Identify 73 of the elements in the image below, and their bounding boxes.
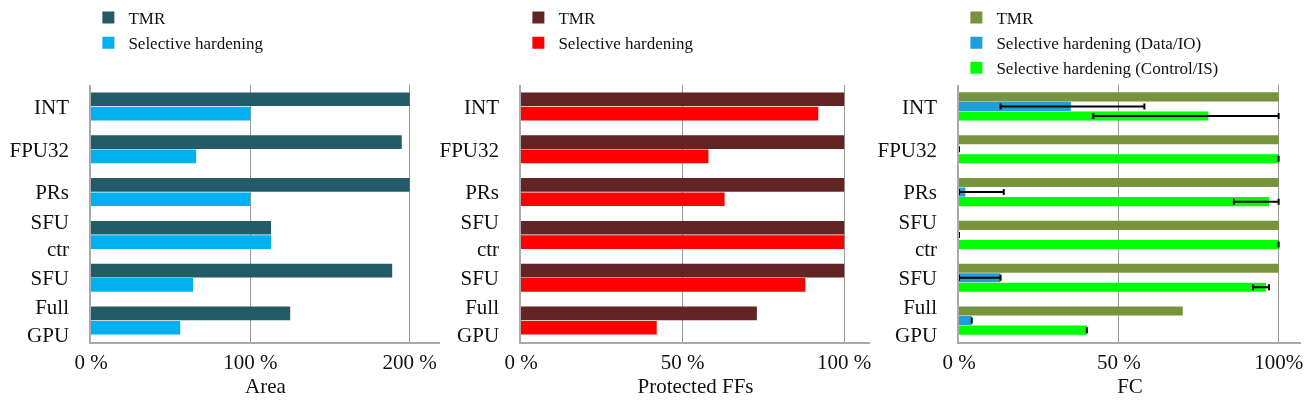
- bar: [521, 220, 845, 235]
- bar: [521, 178, 845, 192]
- bar: [959, 316, 972, 326]
- y-tick-label: FPU32: [439, 137, 500, 162]
- bar: [91, 320, 181, 335]
- y-tick-label: INT: [464, 94, 500, 119]
- x-tick-label: 100%: [1254, 349, 1304, 374]
- bar: [521, 278, 806, 292]
- bar: [959, 263, 1279, 273]
- y-tick-label: Full GPU: [27, 295, 70, 347]
- bar: [91, 149, 197, 164]
- y-tick-label: Full GPU: [895, 295, 938, 347]
- bar: [91, 192, 251, 207]
- bar: [91, 306, 291, 321]
- bar: [91, 278, 193, 292]
- bar: [959, 239, 1279, 250]
- bar: [959, 325, 1087, 335]
- bar: [91, 106, 251, 121]
- y-tick-label: FPU32: [9, 137, 70, 162]
- bar: [521, 106, 819, 121]
- legend-label: Selective hardening (Data/IO): [996, 34, 1202, 54]
- x-tick-label: 50 %: [1096, 349, 1141, 374]
- bar: [521, 192, 725, 207]
- bar: [91, 220, 272, 235]
- bar: [959, 282, 1266, 292]
- bar: [521, 306, 757, 321]
- bar: [959, 177, 1279, 188]
- bar: [959, 306, 1183, 316]
- x-tick-label: 0 %: [74, 349, 108, 374]
- x-tick-label: 100 %: [223, 349, 278, 374]
- legend-label: TMR: [128, 9, 166, 29]
- bar: [91, 263, 393, 278]
- x-tick-label: 100 %: [817, 349, 872, 374]
- y-tick-label: SFU: [30, 266, 70, 291]
- bar: [959, 197, 1270, 207]
- legend-label: TMR: [558, 9, 596, 29]
- bar: [521, 135, 845, 149]
- legend-label: TMR: [996, 9, 1034, 29]
- x-tick-label: 50 %: [660, 349, 705, 374]
- y-tick-label: SFU ctr: [898, 209, 938, 261]
- y-tick-label: SFU: [460, 266, 500, 291]
- y-tick-label: SFU ctr: [460, 209, 500, 261]
- bar: [521, 235, 845, 249]
- bar: [521, 92, 845, 107]
- y-tick-label: SFU: [898, 266, 938, 291]
- y-tick-label: PRs: [35, 180, 70, 205]
- y-tick-label: INT: [902, 94, 938, 119]
- x-tick-label: 0 %: [504, 349, 538, 374]
- bar: [959, 154, 1279, 164]
- x-axis-title: Area: [245, 373, 287, 398]
- bar: [521, 263, 845, 278]
- y-tick-label: SFU ctr: [30, 209, 70, 261]
- y-tick-label: FPU32: [877, 137, 938, 162]
- x-axis-title: FC: [1117, 373, 1143, 398]
- bar: [959, 135, 1279, 145]
- y-tick-label: Full GPU: [457, 295, 500, 347]
- bar: [91, 135, 402, 149]
- y-tick-label: PRs: [465, 180, 500, 205]
- y-tick-label: PRs: [903, 180, 938, 205]
- bar: [521, 149, 709, 164]
- y-tick-label: INT: [34, 94, 70, 119]
- legend-label: Selective hardening: [558, 34, 694, 54]
- legend-label: Selective hardening (Control/IS): [996, 59, 1219, 79]
- bar: [91, 178, 410, 192]
- bar: [91, 92, 410, 107]
- bar: [959, 92, 1279, 102]
- x-tick-label: 200 %: [382, 349, 437, 374]
- legend-label: Selective hardening: [128, 34, 264, 54]
- x-tick-label: 0 %: [942, 349, 976, 374]
- x-axis-title: Protected FFs: [637, 373, 754, 398]
- bar: [959, 220, 1279, 230]
- bar: [91, 235, 272, 249]
- bar: [521, 320, 657, 335]
